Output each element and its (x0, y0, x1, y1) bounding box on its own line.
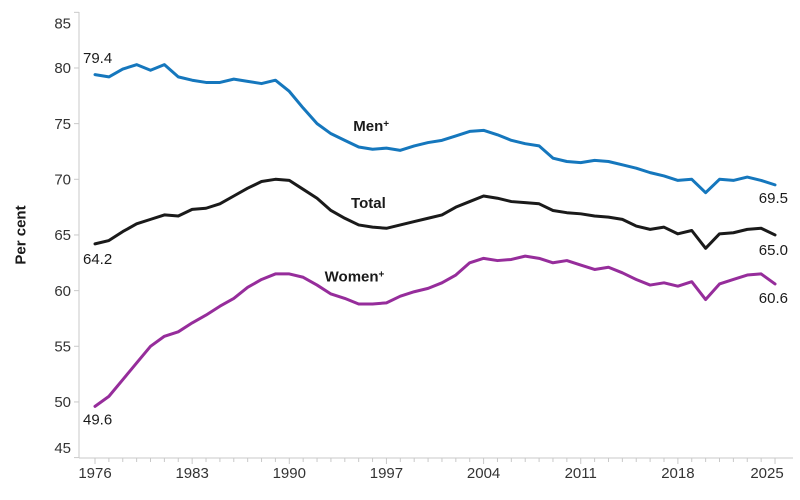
y-tick-label-45: 45 (54, 440, 71, 457)
x-tick-label-2018: 2018 (661, 465, 694, 482)
end-value-label-men: 69.5 (759, 190, 788, 207)
y-tick-label-55: 55 (54, 339, 71, 356)
y-tick-label-80: 80 (54, 60, 71, 77)
series-label-total: Total (351, 195, 386, 212)
end-value-label-total: 65.0 (759, 242, 788, 259)
start-value-label-women: 49.6 (83, 412, 112, 429)
y-tick-label-60: 60 (54, 283, 71, 300)
start-value-label-men: 79.4 (83, 50, 112, 67)
series-label-men: Men+ (353, 118, 389, 135)
x-tick-label-2011: 2011 (565, 465, 597, 482)
series-line-total (93, 177, 777, 250)
series-line-men (93, 63, 777, 195)
x-tick-label-2004: 2004 (467, 465, 500, 482)
y-axis-title: Per cent (12, 205, 30, 265)
start-value-label-total: 64.2 (83, 251, 112, 268)
series-line-women (93, 254, 777, 408)
y-tick-label-75: 75 (54, 116, 71, 133)
x-tick-label-1997: 1997 (370, 465, 403, 482)
x-tick-label-2025: 2025 (750, 465, 783, 482)
y-tick-label-70: 70 (54, 172, 71, 189)
y-tick-label-65: 65 (54, 227, 71, 244)
end-value-label-women: 60.6 (759, 290, 788, 307)
x-tick-label-1983: 1983 (175, 465, 208, 482)
y-tick-label-85: 85 (54, 16, 71, 33)
series-label-women: Women+ (325, 269, 385, 286)
x-tick-label-1990: 1990 (273, 465, 306, 482)
x-tick-label-1976: 1976 (78, 465, 111, 482)
y-tick-label-50: 50 (54, 394, 71, 411)
